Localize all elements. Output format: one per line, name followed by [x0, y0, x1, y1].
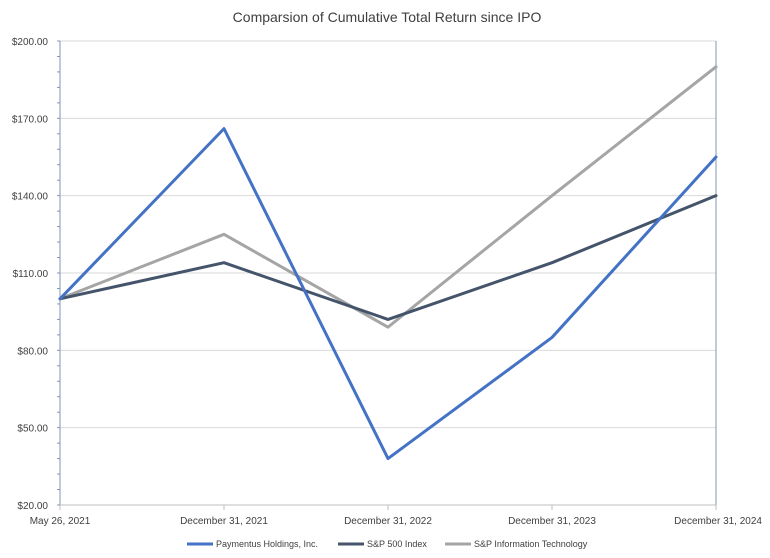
y-axis-ticks: $20.00 $50.00 $80.00 $110.00 $140.00 $170.00 $… — [12, 37, 49, 512]
x-tick-label: December 31, 2021 — [180, 516, 268, 527]
legend-label: S&P 500 Index — [367, 539, 427, 549]
y-tick-label: $50.00 — [17, 424, 48, 435]
legend-label: Paymentus Holdings, Inc. — [216, 539, 318, 549]
series-line-1 — [58, 194, 718, 321]
series-line-0 — [58, 127, 718, 461]
x-tick-label: May 26, 2021 — [30, 516, 91, 527]
y-tick-label: $20.00 — [17, 501, 48, 512]
chart-title: Comparsion of Cumulative Total Return si… — [233, 9, 542, 25]
legend-label: S&P Information Technology — [474, 539, 588, 549]
gridlines — [60, 40, 716, 429]
y-tick-label: $170.00 — [12, 114, 49, 125]
x-tick-label: December 31, 2024 — [674, 516, 762, 527]
x-axis-ticks: May 26, 2021 December 31, 2021 December 31… — [30, 505, 762, 527]
series-lines — [58, 65, 718, 461]
legend: Paymentus Holdings, Inc. S&P 500 Index S&P… — [187, 539, 588, 549]
x-tick-label: December 31, 2022 — [344, 516, 432, 527]
y-tick-label: $80.00 — [17, 346, 48, 357]
y-tick-label: $200.00 — [12, 37, 49, 48]
x-tick-label: December 31, 2023 — [508, 516, 596, 527]
y-tick-label: $110.00 — [13, 269, 49, 280]
y-tick-label: $140.00 — [12, 192, 49, 203]
series-line-2 — [58, 65, 718, 329]
